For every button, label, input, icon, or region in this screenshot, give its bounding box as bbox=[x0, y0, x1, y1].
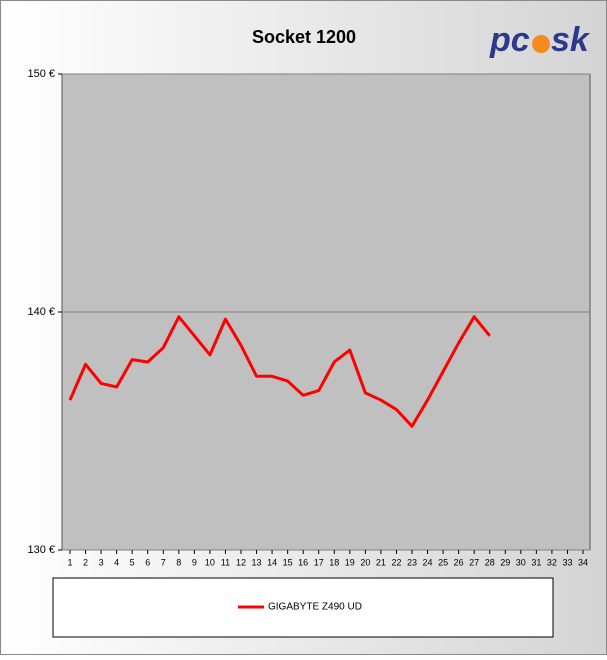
x-tick-label: 11 bbox=[221, 557, 230, 567]
x-tick-label: 19 bbox=[345, 557, 355, 567]
x-tick-label: 21 bbox=[376, 557, 386, 567]
x-tick-label: 3 bbox=[99, 557, 104, 567]
logo: pc sk bbox=[489, 21, 591, 59]
x-tick-label: 27 bbox=[469, 557, 479, 567]
x-tick-label: 16 bbox=[298, 557, 308, 567]
x-tick-label: 25 bbox=[438, 557, 448, 567]
x-tick-label: 5 bbox=[130, 557, 135, 567]
x-tick-label: 24 bbox=[423, 557, 433, 567]
x-tick-label: 28 bbox=[485, 557, 495, 567]
legend-label: GIGABYTE Z490 UD bbox=[268, 602, 362, 613]
y-tick-label: 150 € bbox=[27, 68, 55, 80]
x-tick-label: 1 bbox=[67, 557, 72, 567]
chart-title: Socket 1200 bbox=[252, 27, 356, 47]
x-tick-label: 26 bbox=[454, 557, 464, 567]
x-tick-label: 30 bbox=[516, 557, 526, 567]
x-tick-label: 29 bbox=[500, 557, 510, 567]
y-tick-label: 130 € bbox=[27, 544, 55, 556]
x-tick-label: 23 bbox=[407, 557, 417, 567]
x-tick-label: 13 bbox=[252, 557, 262, 567]
x-tick-label: 2 bbox=[83, 557, 88, 567]
x-tick-label: 33 bbox=[562, 557, 572, 567]
x-tick-label: 18 bbox=[329, 557, 339, 567]
y-tick-label: 140 € bbox=[27, 306, 55, 318]
logo-text: pc bbox=[489, 21, 530, 59]
x-tick-label: 34 bbox=[578, 557, 588, 567]
x-tick-label: 31 bbox=[531, 557, 541, 567]
x-tick-label: 9 bbox=[192, 557, 197, 567]
x-tick-label: 7 bbox=[161, 557, 166, 567]
x-tick-label: 20 bbox=[360, 557, 370, 567]
logo-flame bbox=[532, 35, 550, 53]
x-tick-label: 8 bbox=[176, 557, 181, 567]
x-tick-label: 6 bbox=[145, 557, 150, 567]
logo-text: sk bbox=[551, 21, 591, 59]
x-tick-label: 4 bbox=[114, 557, 119, 567]
x-tick-label: 15 bbox=[283, 557, 293, 567]
x-tick-label: 17 bbox=[314, 557, 324, 567]
x-tick-label: 10 bbox=[205, 557, 215, 567]
x-tick-label: 22 bbox=[391, 557, 401, 567]
x-tick-label: 12 bbox=[236, 557, 246, 567]
series-line bbox=[68, 315, 491, 428]
x-tick-label: 14 bbox=[267, 557, 277, 567]
legend bbox=[52, 577, 554, 638]
x-tick-label: 32 bbox=[547, 557, 557, 567]
